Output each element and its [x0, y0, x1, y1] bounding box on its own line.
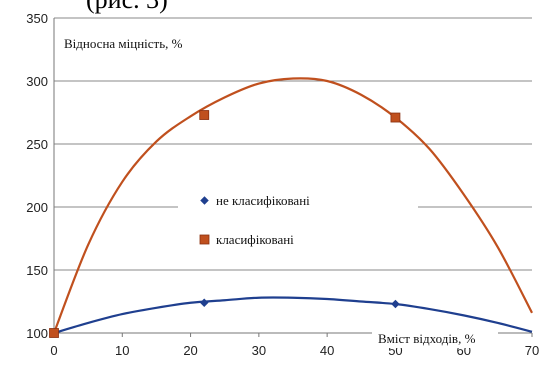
series-1-point-1: [199, 110, 210, 120]
series-0-point-2: [391, 299, 400, 309]
x-axis-label: Вміст відходів, %: [378, 331, 476, 346]
x-tick-20: 20: [183, 343, 197, 358]
x-tick-10: 10: [115, 343, 129, 358]
legend-label-unclassified: не класифіковані: [216, 193, 310, 208]
x-tick-30: 30: [252, 343, 266, 358]
caption-fragment: (рис. 3): [86, 0, 168, 14]
x-tick-0: 0: [50, 343, 57, 358]
y-tick-300: 300: [26, 74, 48, 89]
series-line-0: [53, 296, 533, 335]
legend-label-classified: класифіковані: [216, 232, 294, 247]
y-tick-labels: 100 150 200 250 300 350: [26, 11, 48, 341]
series-0-point-1: [199, 298, 209, 308]
x-tick-40: 40: [320, 343, 334, 358]
y-tick-200: 200: [26, 200, 48, 215]
legend-background: [178, 186, 418, 256]
legend-marker-diamond: [200, 196, 209, 205]
series-1-point-0: [49, 328, 59, 338]
x-tick-70: 70: [525, 343, 539, 358]
legend: не класифіковані класифіковані: [178, 186, 418, 256]
legend-marker-square: [199, 234, 210, 245]
y-axis-label: Відносна міцність, %: [64, 36, 183, 51]
series-group: [49, 77, 533, 338]
y-tick-350: 350: [26, 11, 48, 26]
y-tick-250: 250: [26, 137, 48, 152]
series-1-point-2: [390, 112, 401, 123]
y-tick-150: 150: [26, 263, 48, 278]
xlabel-bg: [372, 328, 498, 348]
ylabel-bg: [58, 33, 198, 53]
series-line-1: [52, 77, 533, 334]
y-tick-100: 100: [26, 326, 48, 341]
